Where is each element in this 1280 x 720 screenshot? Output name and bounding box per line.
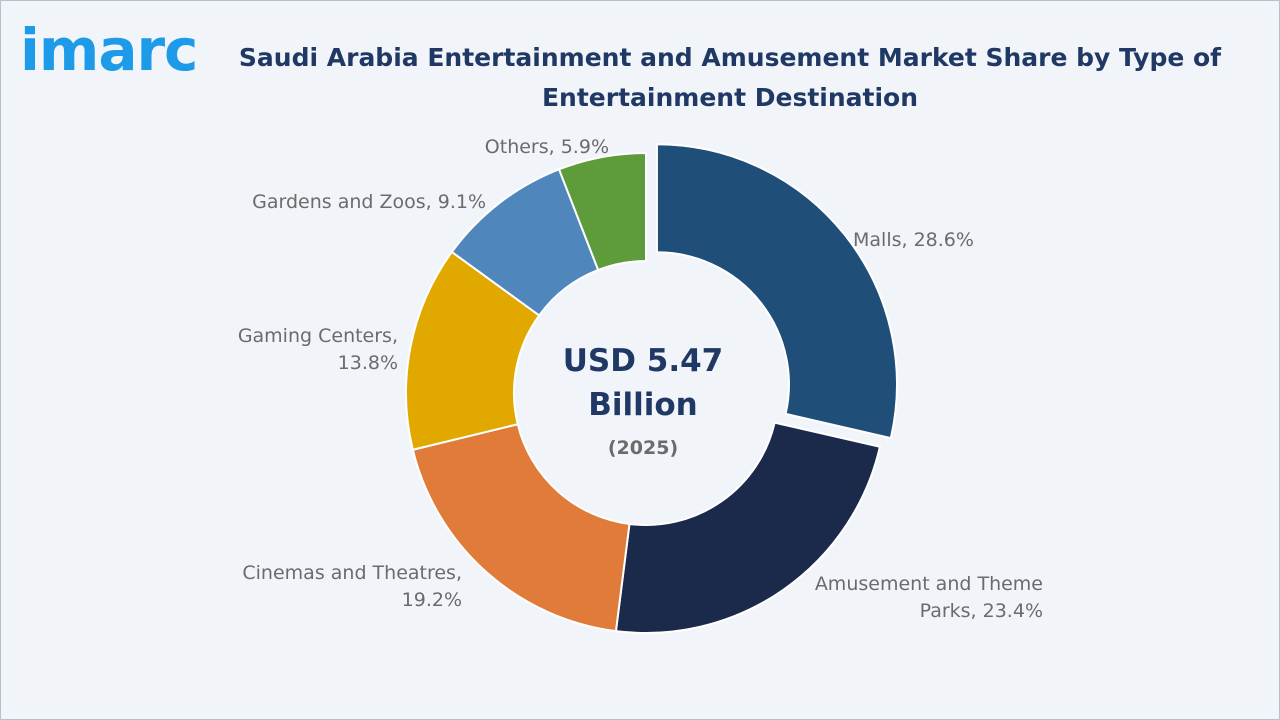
donut-slice-cinemas-and-theatres xyxy=(411,423,631,633)
svg-text:imarc: imarc xyxy=(20,16,197,84)
chart-title: Saudi Arabia Entertainment and Amusement… xyxy=(238,43,1222,112)
donut-slices xyxy=(405,143,898,634)
slice-label-others: Others, 5.9% xyxy=(485,136,609,158)
center-year: (2025) xyxy=(608,437,678,459)
donut-slice-malls xyxy=(655,143,898,440)
donut-slice-amusement-and-theme-parks xyxy=(614,421,882,634)
slice-labels: Malls, 28.6% Amusement and Theme Parks, 23… xyxy=(238,136,1043,622)
donut-slice-others xyxy=(557,151,647,272)
slice-label-gaming-centers: Gaming Centers, 13.8% xyxy=(238,325,398,374)
imarc-logo: imarc xyxy=(20,16,198,84)
slice-label-amusement-and-theme-parks: Amusement and Theme Parks, 23.4% xyxy=(815,573,1043,622)
center-value-line-2: Billion xyxy=(588,387,698,423)
slice-label-malls: Malls, 28.6% xyxy=(853,229,974,251)
donut-slice-gaming-centers xyxy=(405,250,541,451)
slice-label-cinemas-and-theatres: Cinemas and Theatres, 19.2% xyxy=(242,562,462,611)
center-value-line-1: USD 5.47 xyxy=(563,343,724,379)
slice-label-gardens-and-zoos: Gardens and Zoos, 9.1% xyxy=(252,191,486,213)
